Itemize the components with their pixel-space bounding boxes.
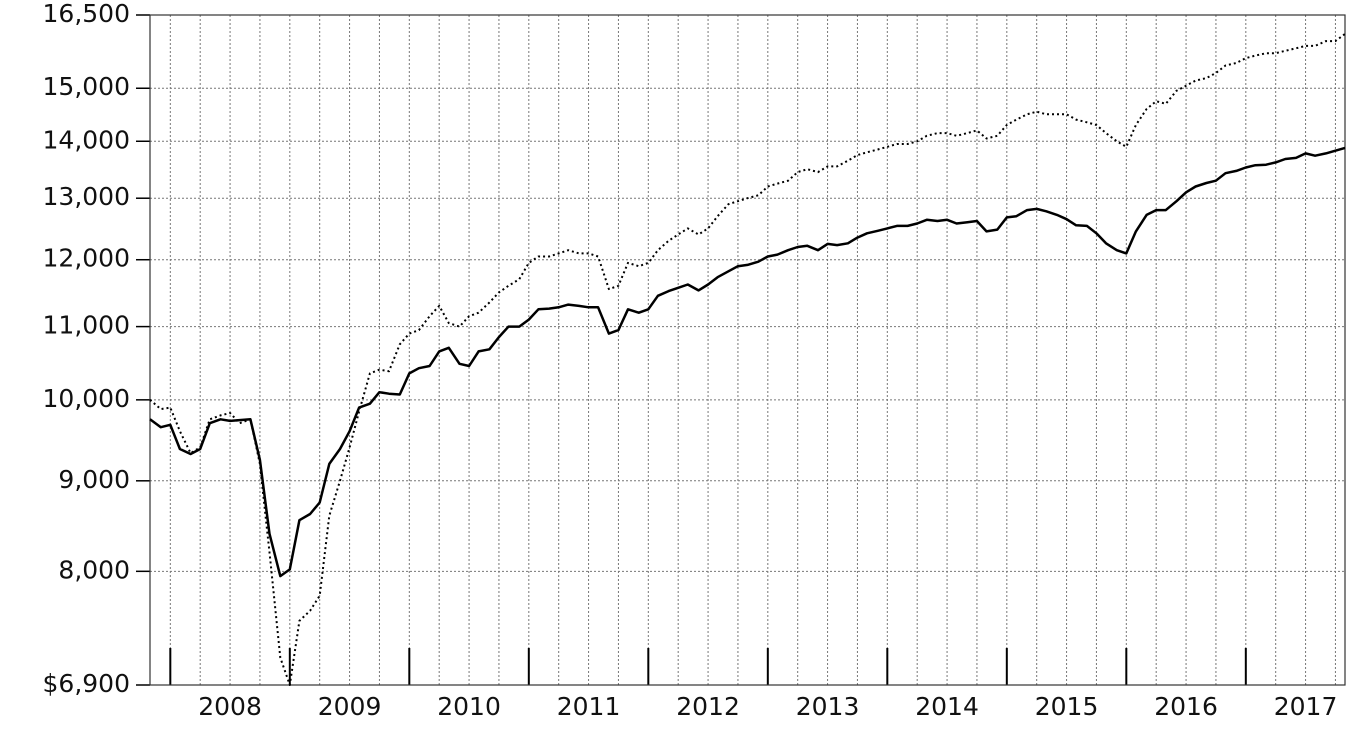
x-tick-label: 2010 [437, 692, 501, 721]
y-tick-label: 8,000 [58, 555, 130, 584]
y-tick-label: 15,000 [43, 72, 130, 101]
y-tick-label: 10,000 [43, 384, 130, 413]
x-tick-label: 2016 [1154, 692, 1218, 721]
x-tick-label: 2008 [198, 692, 262, 721]
plot-frame [149, 14, 1346, 686]
series-line [149, 146, 1346, 578]
series-line [149, 33, 1346, 686]
y-tick-label: 13,000 [43, 182, 130, 211]
y-tick-label: 16,500 [43, 0, 130, 28]
x-tick-label: 2012 [676, 692, 740, 721]
x-tick-label: 2013 [796, 692, 860, 721]
y-tick-label: $6,900 [43, 669, 130, 698]
x-tick-label: 2015 [1035, 692, 1099, 721]
x-tick-label: 2017 [1274, 692, 1338, 721]
y-tick-label: 9,000 [58, 465, 130, 494]
x-tick-label: 2014 [915, 692, 979, 721]
y-tick-label: 12,000 [43, 244, 130, 273]
y-tick-label: 14,000 [43, 125, 130, 154]
x-tick-label: 2009 [318, 692, 382, 721]
y-tick-label: 11,000 [43, 311, 130, 340]
x-tick-label: 2011 [557, 692, 621, 721]
